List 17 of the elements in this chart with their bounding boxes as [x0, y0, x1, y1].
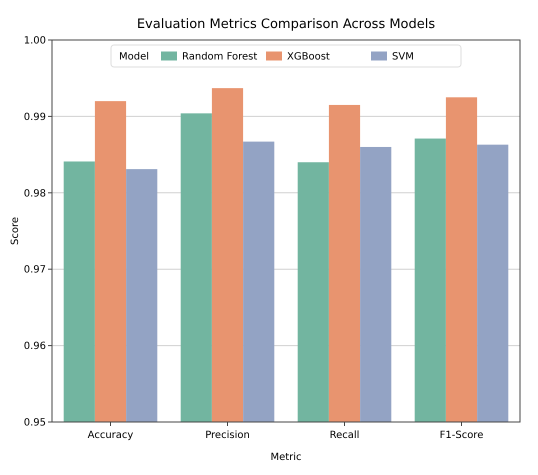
y-tick-label: 0.96 [24, 341, 46, 352]
x-tick-label: Precision [205, 430, 250, 441]
x-tick-label: F1-Score [440, 430, 484, 441]
legend-label: SVM [392, 52, 414, 62]
y-tick-label: 0.95 [24, 418, 46, 428]
x-axis-title: Metric [270, 452, 302, 463]
y-tick-label: 0.97 [24, 264, 46, 276]
legend-title: Model [119, 52, 150, 62]
y-axis-title: Score [10, 216, 21, 246]
x-tick-label: Accuracy [88, 430, 134, 441]
chart-title: Evaluation Metrics Comparison Across Models [136, 17, 436, 32]
x-tick-label: Recall [330, 430, 360, 441]
y-tick-label: 1.00 [24, 36, 46, 46]
legend-label: Random Forest [182, 52, 258, 62]
y-tick-label: 0.99 [24, 112, 46, 123]
y-tick-label: 0.98 [24, 188, 46, 200]
legend-label: XGBoost [287, 52, 330, 62]
